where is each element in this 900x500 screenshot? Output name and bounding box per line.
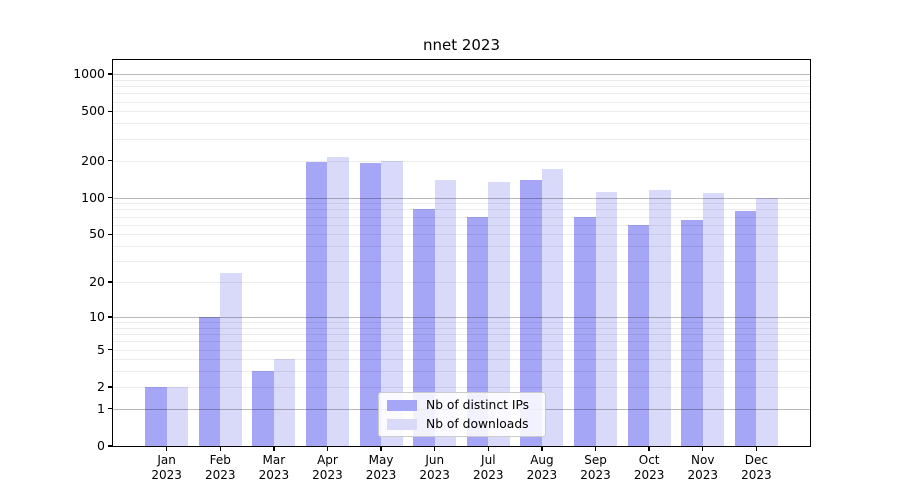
bar-downloads-jun xyxy=(434,179,457,446)
x-tick-label-aug: Aug 2023 xyxy=(526,453,558,482)
bar-downloads-may xyxy=(381,160,403,446)
x-tick-apr xyxy=(326,446,329,451)
x-tick-aug xyxy=(541,446,543,451)
x-tick-mar xyxy=(273,446,275,451)
bar-downloads-dec xyxy=(756,197,778,446)
x-tick-label-nov: Nov 2023 xyxy=(687,453,719,482)
x-tick-label-sep: Sep 2023 xyxy=(580,453,611,482)
y-tick-label-1000: 1000 xyxy=(73,66,105,82)
bar-ips-dec xyxy=(734,210,757,446)
x-tick-sep xyxy=(594,446,597,451)
bar-ips-jul xyxy=(466,216,489,446)
legend-label-distinct-ips: Nb of distinct IPs xyxy=(426,398,530,412)
y-tick-10 xyxy=(108,316,113,318)
y-tick-label-5: 5 xyxy=(97,341,105,357)
y-tick-label-50: 50 xyxy=(89,226,105,242)
x-tick-label-may: May 2023 xyxy=(365,453,397,482)
y-tick-label-100: 100 xyxy=(81,189,105,205)
bar-downloads-jan xyxy=(166,386,189,446)
y-tick-50 xyxy=(108,233,113,236)
bar-downloads-sep xyxy=(595,191,618,446)
bar-ips-may xyxy=(359,163,382,446)
plot-area xyxy=(113,60,810,446)
bar-ips-nov xyxy=(681,220,703,446)
x-tick-label-feb: Feb 2023 xyxy=(204,453,236,482)
x-tick-label-jun: Jun 2023 xyxy=(419,453,450,482)
legend-swatch-distinct-ips xyxy=(387,399,417,411)
x-tick-label-dec: Dec 2023 xyxy=(741,453,772,482)
y-tick-1 xyxy=(108,407,113,410)
x-tick-jul xyxy=(487,446,489,451)
y-tick-5 xyxy=(108,348,113,351)
bar-downloads-mar xyxy=(273,359,296,446)
y-tick-label-1: 1 xyxy=(97,400,105,416)
bar-ips-oct xyxy=(627,224,650,446)
y-tick-200 xyxy=(108,159,113,162)
legend-row-downloads: Nb of downloads xyxy=(379,417,545,431)
bar-ips-sep xyxy=(574,216,596,446)
x-tick-label-mar: Mar 2023 xyxy=(258,453,290,482)
x-tick-label-apr: Apr 2023 xyxy=(312,453,343,482)
legend-swatch-downloads xyxy=(387,418,417,430)
x-tick-dec xyxy=(755,446,758,451)
x-tick-nov xyxy=(702,446,704,451)
x-tick-label-oct: Oct 2023 xyxy=(633,453,665,482)
x-tick-may xyxy=(380,446,382,451)
bar-ips-apr xyxy=(305,161,328,446)
x-tick-label-jan: Jan 2023 xyxy=(151,453,182,482)
y-tick-label-200: 200 xyxy=(81,152,105,168)
legend: Nb of distinct IPs Nb of downloads xyxy=(378,392,546,437)
legend-row-distinct-ips: Nb of distinct IPs xyxy=(379,398,545,412)
y-tick-label-0: 0 xyxy=(97,438,105,453)
bar-downloads-apr xyxy=(327,156,349,446)
y-tick-100 xyxy=(108,196,113,199)
bar-ips-jun xyxy=(413,209,435,446)
bar-ips-jan xyxy=(145,386,167,446)
bar-downloads-aug xyxy=(541,169,564,446)
bar-downloads-oct xyxy=(649,189,671,446)
chart-title: nnet 2023 xyxy=(422,36,501,54)
bar-ips-mar xyxy=(252,371,274,446)
bars-layer xyxy=(113,60,810,446)
y-tick-2 xyxy=(108,386,113,388)
bar-downloads-jul xyxy=(488,181,510,446)
bar-downloads-nov xyxy=(702,193,725,446)
x-tick-feb xyxy=(219,446,221,451)
bar-downloads-feb xyxy=(220,272,242,446)
x-tick-label-jul: Jul 2023 xyxy=(473,453,504,482)
x-tick-jun xyxy=(433,446,436,451)
y-tick-label-10: 10 xyxy=(89,308,105,324)
y-tick-20 xyxy=(108,281,113,283)
y-tick-label-500: 500 xyxy=(81,103,105,119)
legend-label-downloads: Nb of downloads xyxy=(426,417,529,431)
y-tick-label-2: 2 xyxy=(97,378,105,394)
x-tick-jan xyxy=(165,446,168,451)
bar-ips-feb xyxy=(198,316,221,446)
y-tick-0 xyxy=(108,445,113,447)
x-tick-oct xyxy=(648,446,650,451)
bar-ips-aug xyxy=(520,179,542,446)
y-tick-1000 xyxy=(108,73,113,75)
y-tick-500 xyxy=(108,110,113,113)
y-tick-label-20: 20 xyxy=(89,274,105,290)
